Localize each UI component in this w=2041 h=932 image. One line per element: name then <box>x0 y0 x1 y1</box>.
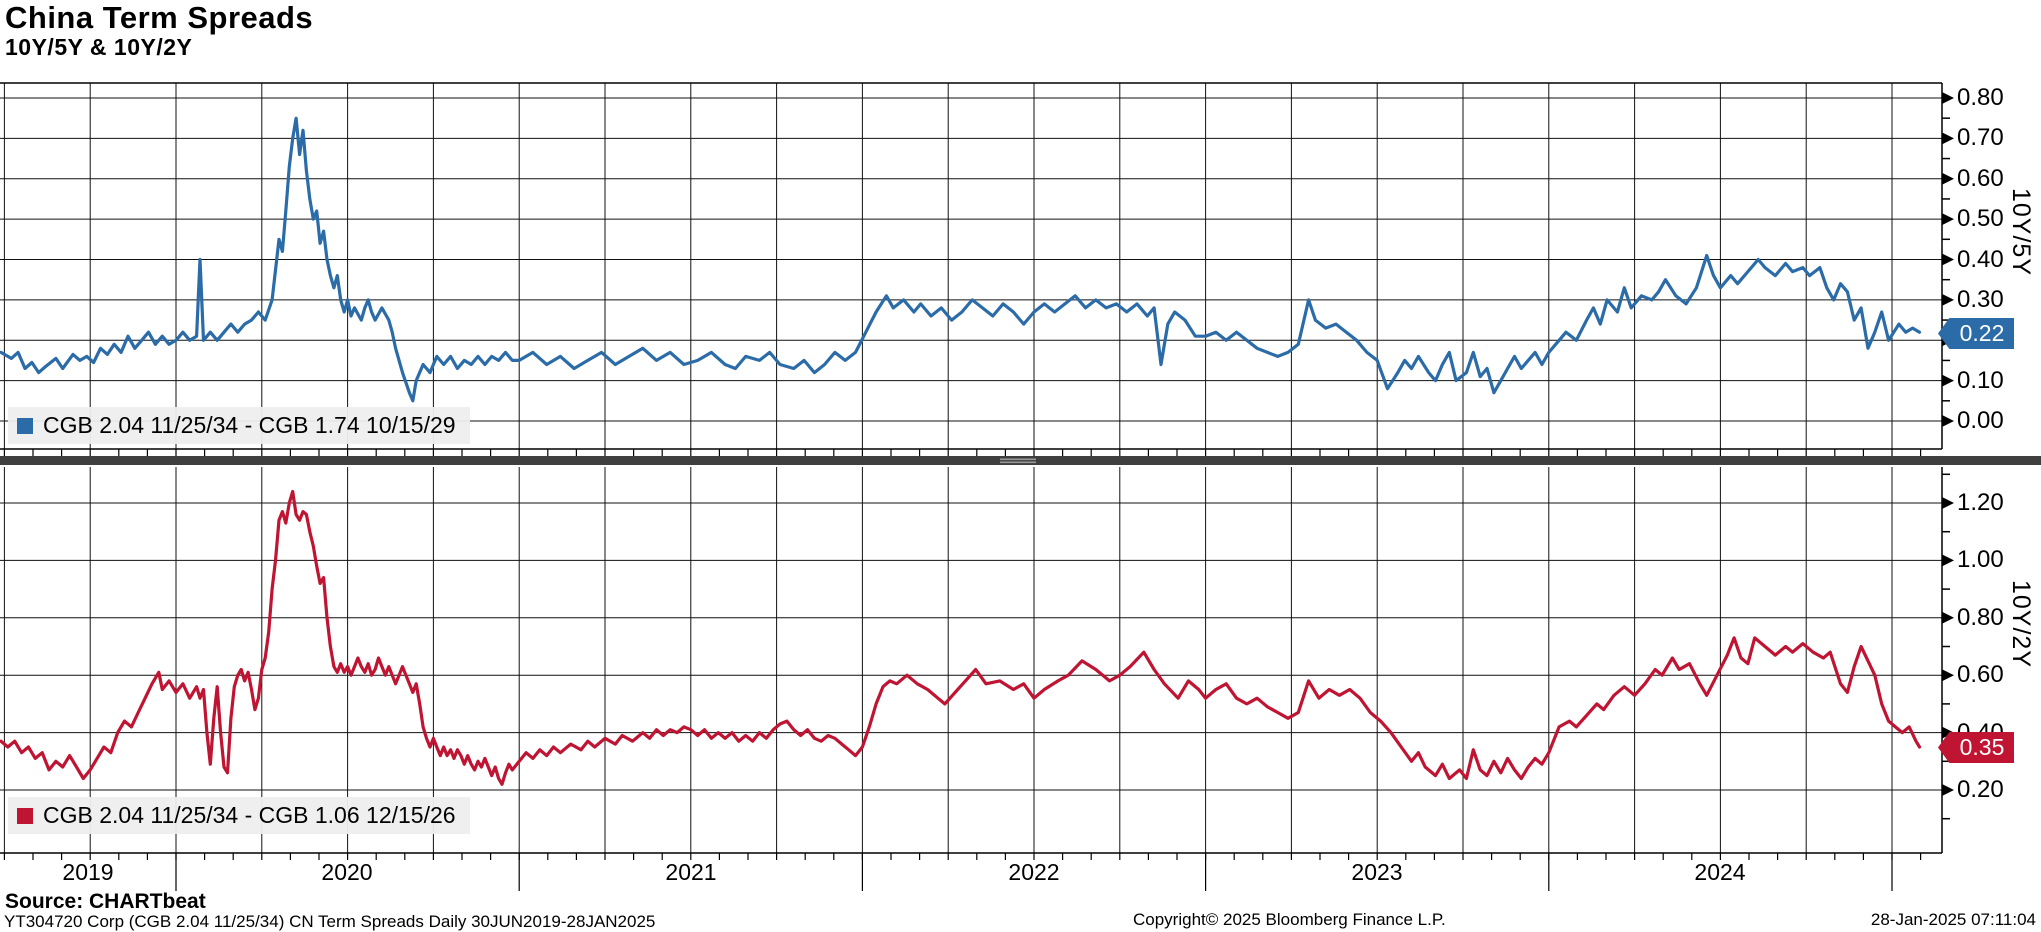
axis-tick-arrow-icon <box>1942 213 1954 226</box>
page-subtitle: 10Y/5Y & 10Y/2Y <box>5 34 193 60</box>
y-tick-label: 0.80 <box>1957 84 2004 111</box>
y-tick-label: 0.70 <box>1957 124 2004 152</box>
10y-2y-spread-line <box>0 489 1922 786</box>
last-value-badge-10y2y: 0.35 <box>1938 732 2014 763</box>
y-tick-label: 0.50 <box>1957 205 2004 233</box>
red-series-swatch-icon <box>17 807 33 824</box>
x-year-label: 2022 <box>1008 859 1060 885</box>
page-title: China Term Spreads <box>5 0 314 35</box>
x-year-label: 2023 <box>1351 859 1403 885</box>
y-tick-label: 0.30 <box>1957 285 2004 313</box>
y-tick-label: 0.40 <box>1957 245 2004 273</box>
axis-tick-arrow-icon <box>1942 253 1954 266</box>
timestamp-label: 28-Jan-2025 07:11:04 <box>1870 910 2036 929</box>
y-tick-label: 1.00 <box>1957 546 2004 574</box>
y-tick-label: 0.00 <box>1957 407 2004 434</box>
axis-tick-arrow-icon <box>1942 669 1954 682</box>
axis-tick-arrow-icon <box>1942 172 1954 185</box>
axis-tick-arrow-icon <box>1942 415 1954 427</box>
axis-tick-arrow-icon <box>1942 92 1954 104</box>
axis-tick-arrow-icon <box>1942 497 1954 509</box>
y-tick-label: 0.60 <box>1957 661 2004 689</box>
legend-label: CGB 2.04 11/25/34 - CGB 1.74 10/15/29 <box>43 412 456 438</box>
axis-tick-arrow-icon <box>1942 293 1954 306</box>
copyright-label: Copyright© 2025 Bloomberg Finance L.P. <box>1133 910 1446 929</box>
axis-tick-arrow-icon <box>1942 784 1954 796</box>
axis-tick-arrow-icon <box>1942 374 1954 387</box>
panel-separator <box>0 456 2041 465</box>
legend-top-series[interactable]: CGB 2.04 11/25/34 - CGB 1.74 10/15/29 <box>8 407 470 444</box>
axis-tick-arrow-icon <box>1942 726 1954 739</box>
x-year-label: 2024 <box>1694 859 1746 885</box>
axis-tick-arrow-icon <box>1942 611 1954 624</box>
source-label: Source: CHARTbeat <box>5 890 206 913</box>
legend-bottom-series[interactable]: CGB 2.04 11/25/34 - CGB 1.06 12/15/26 <box>8 797 470 834</box>
separator-drag-handle-icon[interactable] <box>1000 461 1036 464</box>
x-year-label: 2021 <box>665 859 717 885</box>
separator-drag-handle-icon[interactable] <box>1000 458 1036 461</box>
last-value-badge-10y5y: 0.22 <box>1938 318 2014 349</box>
x-year-label: 2019 <box>62 859 114 885</box>
y-axis-title-bottom: 10Y/2Y <box>2007 580 2035 669</box>
axis-tick-arrow-icon <box>1942 132 1954 145</box>
10y-5y-spread-line <box>0 116 1922 403</box>
y-tick-label: 0.10 <box>1957 366 2004 394</box>
y-tick-label: 0.20 <box>1957 776 2004 803</box>
blue-series-swatch-icon <box>17 417 33 434</box>
y-tick-label: 0.60 <box>1957 164 2004 192</box>
legend-label: CGB 2.04 11/25/34 - CGB 1.06 12/15/26 <box>43 802 456 828</box>
x-year-label: 2020 <box>321 859 373 885</box>
y-tick-label: 1.20 <box>1957 489 2004 516</box>
y-axis-title-top: 10Y/5Y <box>2007 188 2035 277</box>
y-tick-label: 0.80 <box>1957 603 2004 631</box>
axis-tick-arrow-icon <box>1942 554 1954 567</box>
security-line: YT304720 Corp (CGB 2.04 11/25/34) CN Ter… <box>4 912 656 931</box>
